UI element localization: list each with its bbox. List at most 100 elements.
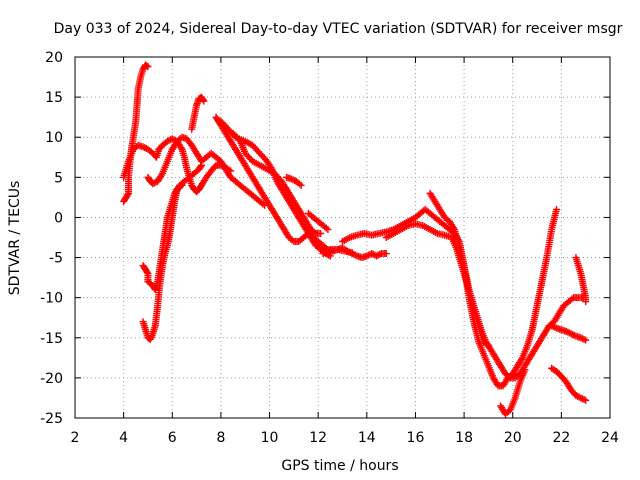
data-point [373, 252, 381, 260]
data-point [548, 322, 556, 330]
y-tick-label: -10 [40, 291, 63, 307]
data-point [287, 175, 295, 183]
data-point [564, 328, 572, 336]
data-point [374, 251, 382, 259]
data-point [176, 183, 184, 191]
data-point [580, 335, 588, 343]
series-10 [283, 173, 305, 189]
series-9 [229, 129, 325, 237]
data-point [575, 393, 583, 401]
data-point [577, 394, 585, 402]
x-tick-label: 4 [119, 430, 128, 446]
series-3 [144, 133, 269, 209]
series-15 [426, 189, 492, 350]
x-tick-label: 22 [552, 430, 570, 446]
data-point [382, 250, 390, 258]
y-tick-label: 15 [45, 90, 63, 106]
data-point [163, 137, 171, 145]
data-point [580, 396, 588, 404]
data-point [149, 180, 157, 188]
series-17 [548, 322, 590, 344]
data-point [569, 331, 577, 339]
gridlines [75, 57, 610, 418]
x-tick-label: 16 [407, 430, 425, 446]
data-point [578, 335, 586, 343]
data-point [288, 236, 296, 244]
data-point [322, 224, 330, 232]
x-tick-label: 2 [71, 430, 80, 446]
data-point [348, 249, 356, 257]
data-point [158, 171, 166, 179]
y-tick-label: 5 [54, 170, 63, 186]
data-point [165, 136, 173, 144]
x-tick-label: 10 [261, 430, 279, 446]
data-point [364, 251, 372, 259]
data-point [567, 330, 575, 338]
x-tick-label: 18 [455, 430, 473, 446]
data-point [197, 163, 205, 171]
x-axis-title: GPS time / hours [281, 458, 398, 474]
data-point [562, 327, 570, 335]
data-point [517, 355, 525, 363]
x-tick-label: 20 [504, 430, 522, 446]
data-point [553, 205, 560, 213]
data-point [363, 252, 371, 260]
data-point [324, 225, 332, 233]
data-point [369, 250, 377, 258]
x-tick-label: 12 [309, 430, 327, 446]
y-tick-label: -25 [40, 411, 63, 427]
data-point [521, 366, 529, 374]
y-tick-label: -15 [40, 331, 63, 347]
series-19 [572, 254, 590, 306]
axes: 2 4 6 8 10 12 14 16 18 20 22 2420151050-5-10-15-20-… [40, 50, 619, 446]
data-point [582, 396, 590, 404]
series-6 [188, 93, 208, 133]
y-tick-label: 10 [45, 130, 63, 146]
data-point [505, 373, 513, 381]
data-point [168, 135, 176, 143]
data-point [150, 179, 158, 187]
x-tick-label: 14 [358, 430, 376, 446]
y-tick-label: -20 [40, 371, 63, 387]
data-point [178, 181, 186, 189]
series-11 [304, 209, 332, 233]
data-point [143, 62, 151, 70]
data-point [235, 136, 243, 144]
data-point [484, 342, 492, 350]
data-point [177, 144, 185, 152]
data-point [200, 97, 208, 105]
data-point [449, 224, 457, 232]
series-5 [139, 181, 186, 343]
data-point [582, 336, 590, 344]
data-point [197, 161, 205, 169]
data-point [577, 334, 585, 342]
data-point [578, 395, 586, 403]
x-tick-label: 6 [168, 430, 177, 446]
chart-title: Day 033 of 2024, Sidereal Day-to-day VTE… [54, 21, 623, 37]
data-marks [120, 61, 590, 418]
data-point [139, 143, 147, 151]
data-point [483, 340, 491, 348]
series-1 [120, 61, 152, 205]
data-point [574, 392, 582, 400]
y-tick-label: 20 [45, 50, 63, 66]
data-point [376, 250, 384, 258]
data-point [289, 176, 297, 184]
data-point [144, 63, 152, 71]
x-tick-label: 8 [216, 430, 225, 446]
data-point [296, 180, 304, 188]
series-16 [497, 366, 529, 418]
data-point [317, 229, 325, 237]
data-point [572, 392, 580, 400]
series-12 [319, 246, 356, 258]
data-point [297, 181, 305, 189]
data-point [582, 298, 590, 306]
data-point [368, 250, 376, 258]
data-point [199, 96, 207, 104]
data-point [143, 268, 151, 276]
data-point [310, 228, 318, 236]
y-tick-label: 0 [54, 210, 63, 226]
data-point [551, 323, 559, 331]
y-axis-title: SDTVAR / TECUs [7, 181, 23, 296]
